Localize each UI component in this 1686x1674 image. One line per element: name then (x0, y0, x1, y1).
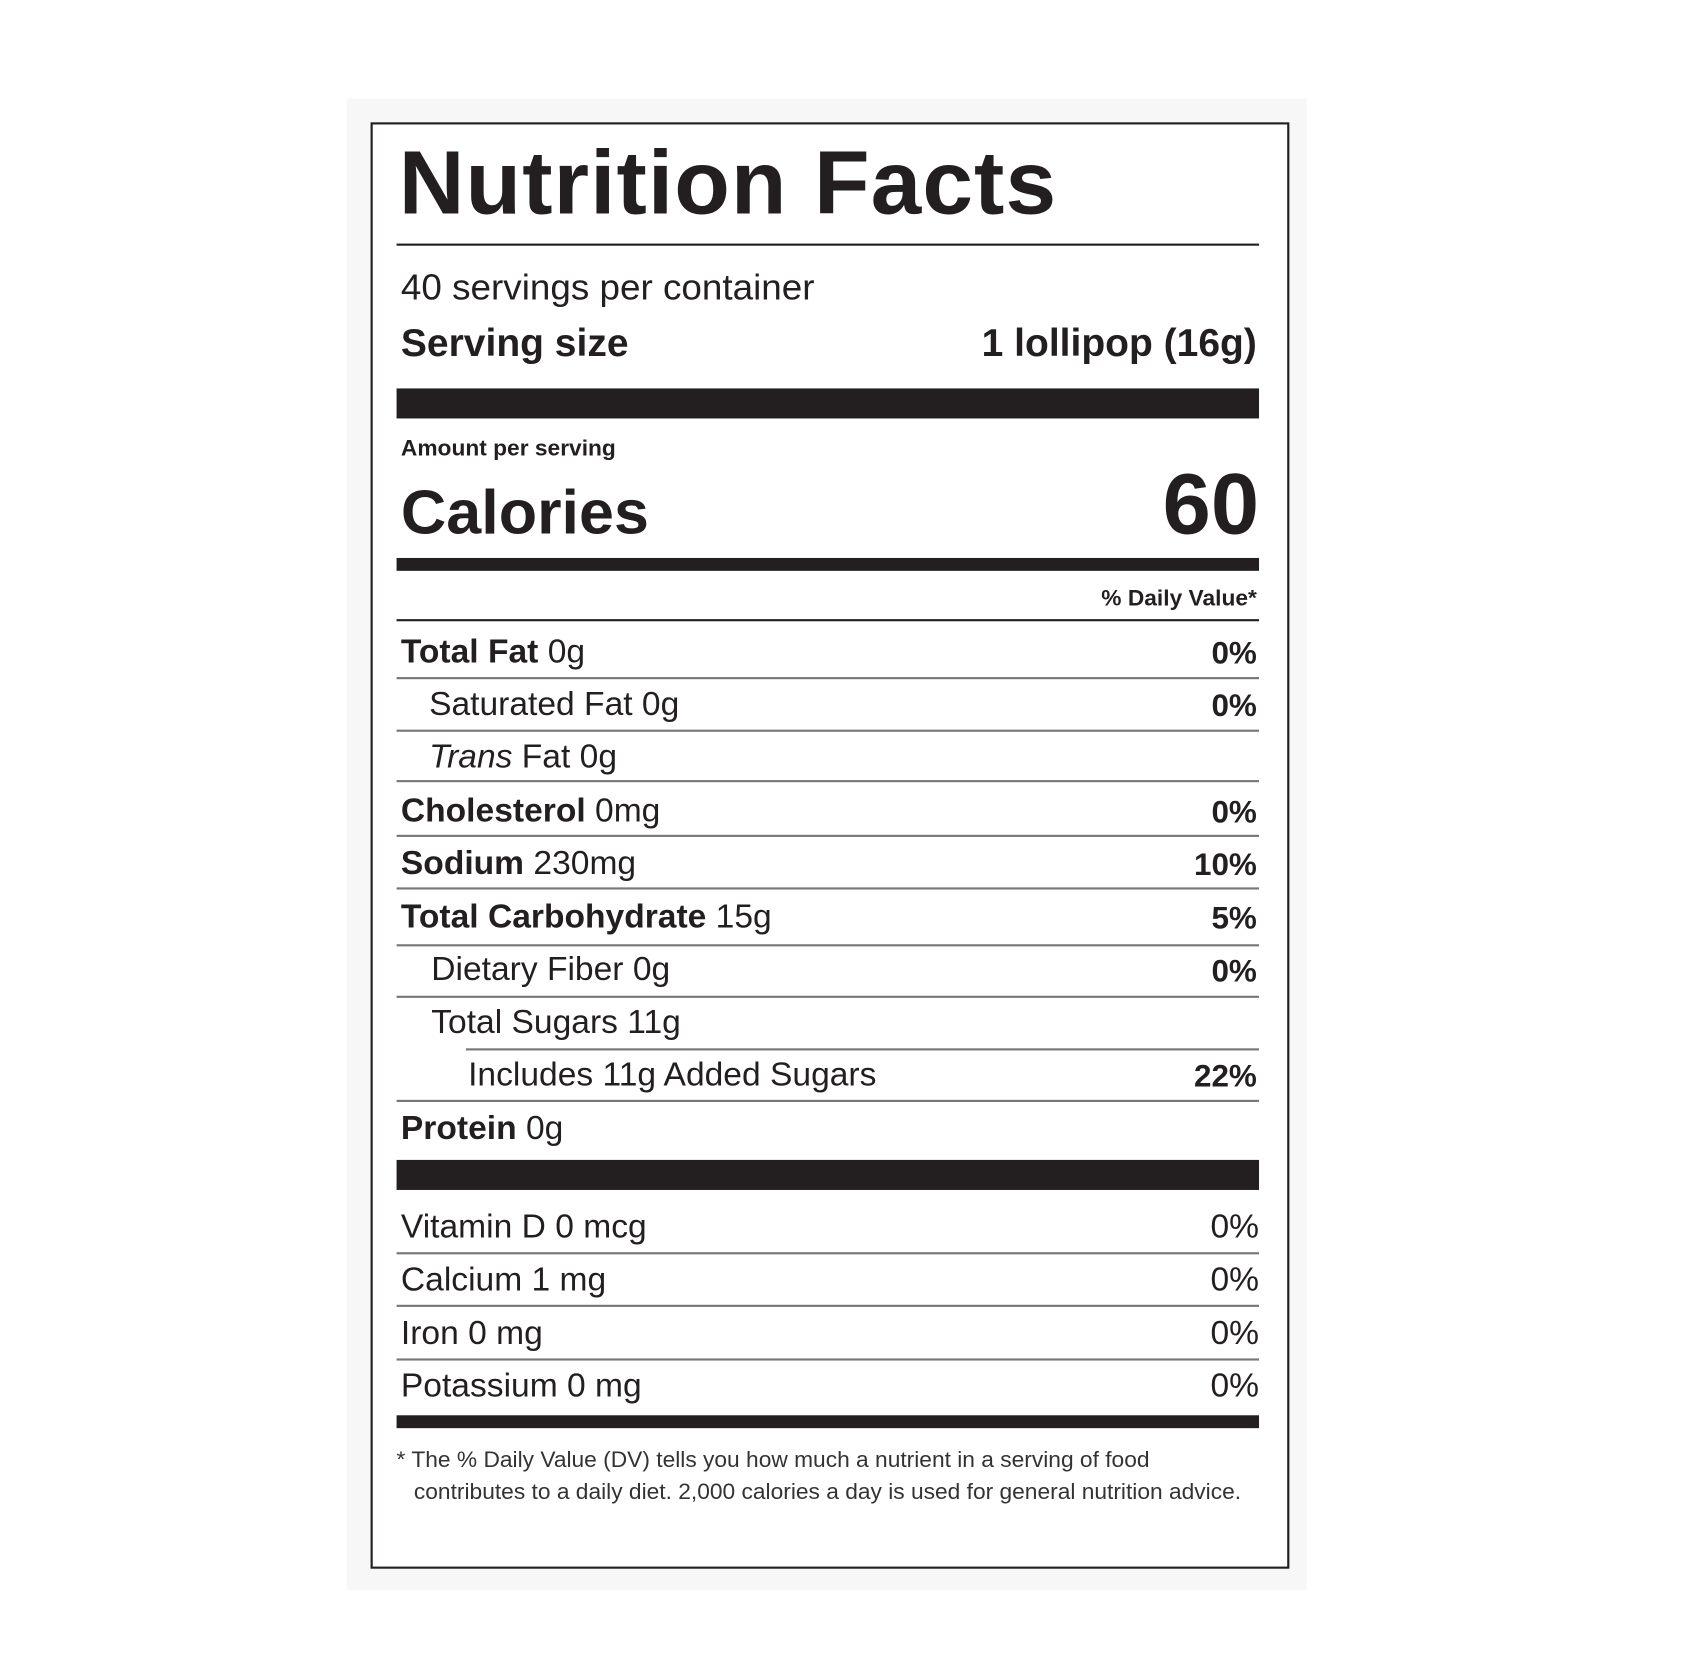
nutrient-label: Dietary Fiber 0g (431, 952, 670, 985)
nutrient-amount: Fat 0g (521, 737, 618, 776)
row-rule (396, 729, 1260, 732)
nutrient-dv: 5% (1211, 901, 1257, 937)
nutrient-label: Total Fat 0g (401, 635, 585, 668)
vitamin-label: Calcium 1 mg (400, 1260, 607, 1298)
nutrient-name: Cholesterol (400, 791, 586, 829)
nutrient-label: Total Carbohydrate 15g (401, 900, 772, 933)
serving-size-label: Serving size (400, 320, 629, 365)
nutrient-amount: 15g (715, 897, 772, 936)
footnote-text: The % Daily Value (DV) tells you how muc… (411, 1447, 1242, 1505)
row-rule (396, 677, 1260, 680)
nutrient-dv: 22% (1193, 1059, 1257, 1094)
nutrient-amount: Total Sugars 11g (431, 1002, 681, 1041)
row-rule (465, 1048, 1260, 1051)
nutrient-label: Total Sugars 11g (431, 1005, 681, 1038)
dv-header: % Daily Value* (1101, 586, 1257, 612)
nutrient-label: Saturated Fat 0g (429, 687, 679, 720)
nutrient-dv: 10% (1193, 848, 1257, 883)
calories-label: Calories (400, 477, 649, 548)
label-border (370, 122, 1290, 1569)
nutrient-amount: 0g (525, 1108, 564, 1147)
vitamin-label: Iron 0 mg (400, 1313, 543, 1352)
medium-rule (396, 1415, 1260, 1429)
row-rule (396, 1252, 1260, 1255)
nutrient-amount: 0mg (595, 791, 661, 829)
vitamin-dv: 0% (1210, 1366, 1260, 1405)
serving-size-value: 1 lollipop (16g) (981, 320, 1257, 365)
nutrient-amount: Includes 11g Added Sugars (468, 1055, 877, 1093)
vitamin-label: Vitamin D 0 mcg (400, 1207, 647, 1246)
nutrient-name: Total Fat (400, 632, 539, 671)
row-rule (396, 834, 1260, 837)
calories-value: 60 (1162, 456, 1260, 552)
nutrient-amount: 230mg (533, 843, 637, 882)
nutrient-label: Trans Fat 0g (429, 740, 617, 773)
nutrient-dv: 0% (1211, 636, 1257, 672)
nutrient-label: Includes 11g Added Sugars (468, 1057, 876, 1090)
vitamin-dv: 0% (1210, 1260, 1260, 1298)
nutrient-label: Protein 0g (401, 1111, 563, 1144)
nutrient-label: Sodium 230mg (401, 846, 636, 879)
row-rule (396, 1099, 1260, 1102)
servings: 40 servings per container (400, 267, 815, 308)
vitamin-dv: 0% (1210, 1207, 1260, 1246)
nutrient-italic: Trans (429, 737, 513, 776)
nutrient-dv: 0% (1211, 795, 1257, 830)
rule (396, 243, 1260, 246)
footnote-mark: * (396, 1447, 406, 1473)
row-rule (396, 944, 1260, 947)
thick-rule (396, 1159, 1260, 1190)
vitamin-label: Potassium 0 mg (400, 1366, 642, 1405)
nutrient-dv: 0% (1211, 954, 1257, 989)
thick-rule (396, 388, 1260, 419)
row-rule (396, 995, 1260, 998)
nutrient-name: Sodium (400, 843, 525, 882)
vitamin-dv: 0% (1210, 1313, 1260, 1352)
nutrient-name: Total Carbohydrate (400, 897, 707, 936)
nutrient-name: Protein (400, 1108, 517, 1147)
row-rule (396, 1358, 1260, 1361)
footnote: * The % Daily Value (DV) tells you how m… (397, 1444, 1257, 1508)
row-rule (396, 780, 1260, 783)
title: Nutrition Facts (398, 131, 1058, 233)
nutrient-amount: Dietary Fiber 0g (431, 950, 671, 988)
rule (396, 619, 1260, 622)
nutrient-label: Cholesterol 0mg (401, 793, 660, 826)
nutrient-dv: 0% (1211, 689, 1257, 724)
nutrient-amount: 0g (547, 632, 586, 671)
amount-per-serving: Amount per serving (400, 436, 616, 461)
row-rule (396, 1304, 1260, 1307)
medium-rule (396, 557, 1260, 571)
row-rule (396, 887, 1260, 890)
nutrient-amount: Saturated Fat 0g (429, 685, 680, 723)
